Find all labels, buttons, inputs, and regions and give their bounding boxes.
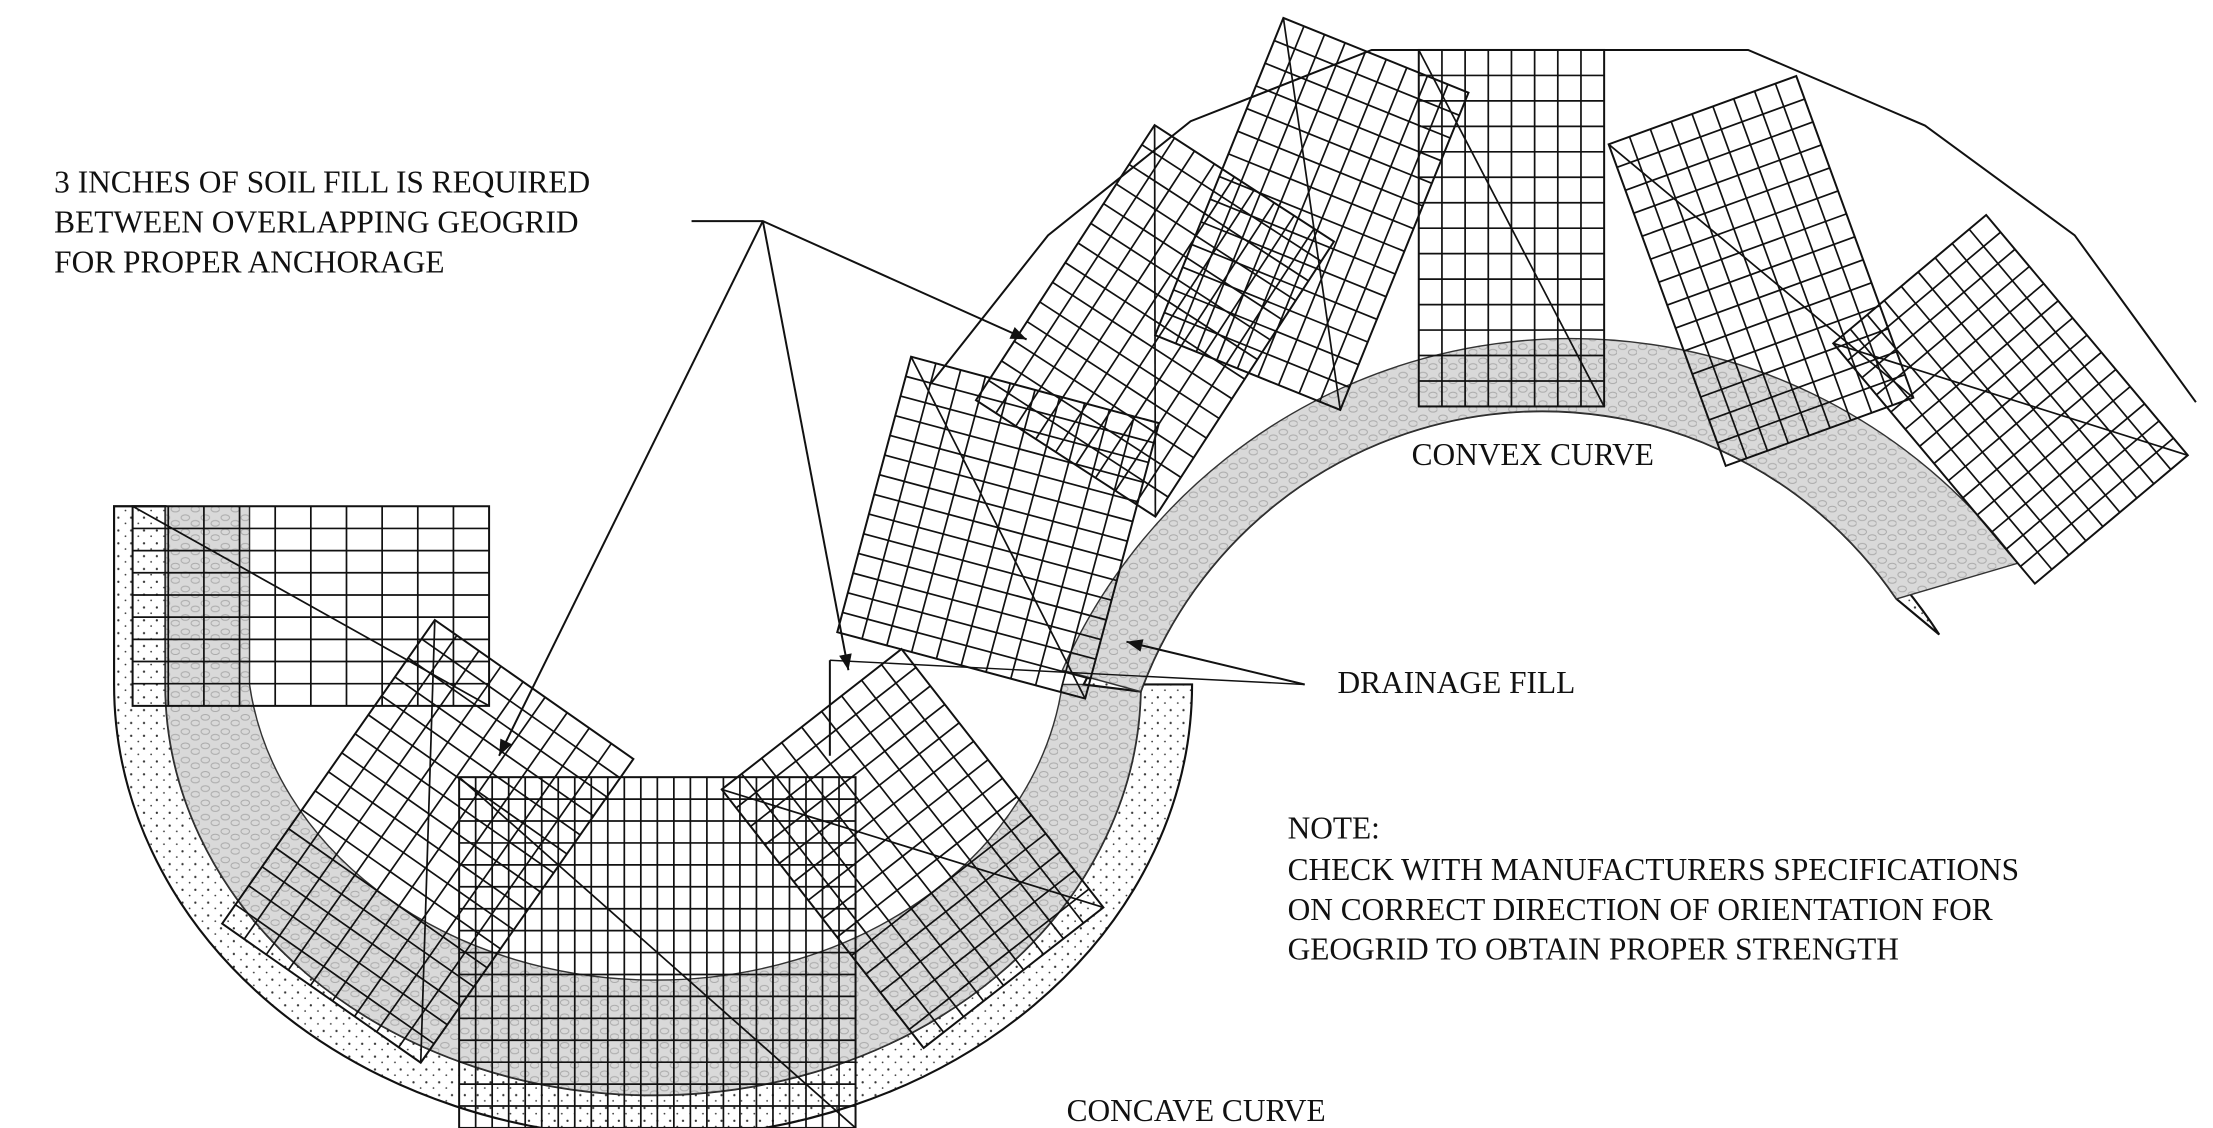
grid-strand [1040,302,1219,418]
grid-strand [1014,341,1193,457]
grid-strand [736,667,916,807]
grid-strand [1905,301,2058,429]
grid-strand [1848,232,2001,360]
grid-strand [1692,306,1880,374]
grid-strand [751,686,931,826]
annotation: 3 INCHES OF SOIL FILL IS REQUIRED [54,165,590,200]
note-line: ON CORRECT DIRECTION OF ORIENTATION FOR [1288,892,1993,927]
grid-strand [1650,191,1838,259]
grid-strand [1676,260,1864,328]
drawing: 3 INCHES OF SOIL FILL IS REQUIRED BETWEE… [0,0,2213,1128]
annotation: BETWEEN OVERLAPPING GEOGRID [54,204,578,239]
grid-strand [1659,214,1847,282]
label: CONVEX CURVE [1412,437,1654,472]
grid-strand [395,677,594,816]
grid-strand [1091,223,1270,339]
note-title: NOTE: [1288,810,1380,845]
grid-strand [1634,145,1822,213]
grid-strand [368,715,567,854]
grid-strand [1920,318,2073,446]
grid-strand [1625,122,1813,190]
grid-strand [1862,249,2015,377]
grid-strand [1116,184,1295,300]
grid-strand [1948,352,2101,480]
note-line: GEOGRID TO OBTAIN PROPER STRENGTH [1288,932,1899,967]
grid-strand [2020,438,2173,566]
label: CONCAVE CURVE [1067,1093,1326,1128]
label: DRAINAGE FILL [1337,665,1575,700]
grid-strand [1891,284,2044,412]
grid-strand [1142,145,1321,261]
note-line: CHECK WITH MANUFACTURERS SPECIFICATIONS [1288,852,2020,887]
annotation: FOR PROPER ANCHORAGE [54,244,444,279]
grid-strand [1684,283,1872,351]
grid-strand [2006,421,2159,549]
grid-strand [1129,164,1308,280]
grid-strand [1001,361,1180,477]
grid-strand [1963,369,2116,497]
grid-strand [355,734,554,873]
grid-strand [794,741,974,881]
grid-strand [1642,168,1830,236]
grid-strand [1992,404,2145,532]
grid-strand [422,639,621,778]
grid-strand [408,658,607,797]
grid-strand [1617,99,1805,167]
grid-strand [1053,282,1232,398]
grid-strand [382,696,581,835]
grid-strand [1876,266,2029,394]
grid-strand [1977,387,2130,515]
